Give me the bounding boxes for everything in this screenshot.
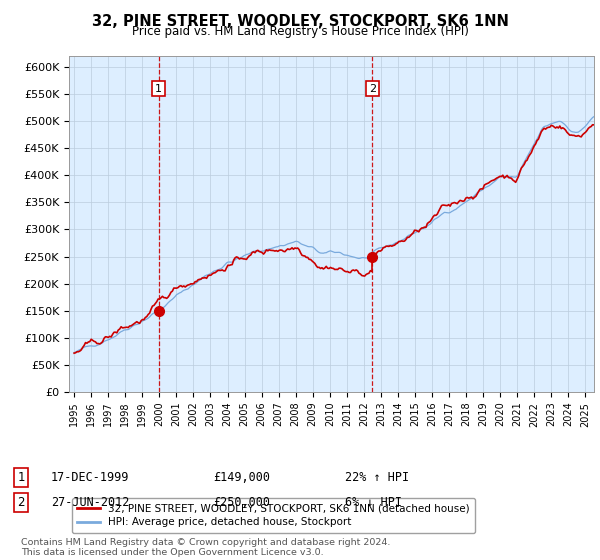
Text: Contains HM Land Registry data © Crown copyright and database right 2024.
This d: Contains HM Land Registry data © Crown c… xyxy=(21,538,391,557)
Text: 27-JUN-2012: 27-JUN-2012 xyxy=(51,496,130,509)
Text: £250,000: £250,000 xyxy=(213,496,270,509)
Legend: 32, PINE STREET, WOODLEY, STOCKPORT, SK6 1NN (detached house), HPI: Average pric: 32, PINE STREET, WOODLEY, STOCKPORT, SK6… xyxy=(71,498,475,533)
Text: 17-DEC-1999: 17-DEC-1999 xyxy=(51,471,130,484)
Text: 32, PINE STREET, WOODLEY, STOCKPORT, SK6 1NN: 32, PINE STREET, WOODLEY, STOCKPORT, SK6… xyxy=(92,14,508,29)
Text: Price paid vs. HM Land Registry's House Price Index (HPI): Price paid vs. HM Land Registry's House … xyxy=(131,25,469,38)
Text: 22% ↑ HPI: 22% ↑ HPI xyxy=(345,471,409,484)
Text: 2: 2 xyxy=(369,83,376,94)
Text: 1: 1 xyxy=(17,471,25,484)
Text: 2: 2 xyxy=(17,496,25,509)
Text: 1: 1 xyxy=(155,83,162,94)
Text: 6% ↓ HPI: 6% ↓ HPI xyxy=(345,496,402,509)
Text: £149,000: £149,000 xyxy=(213,471,270,484)
